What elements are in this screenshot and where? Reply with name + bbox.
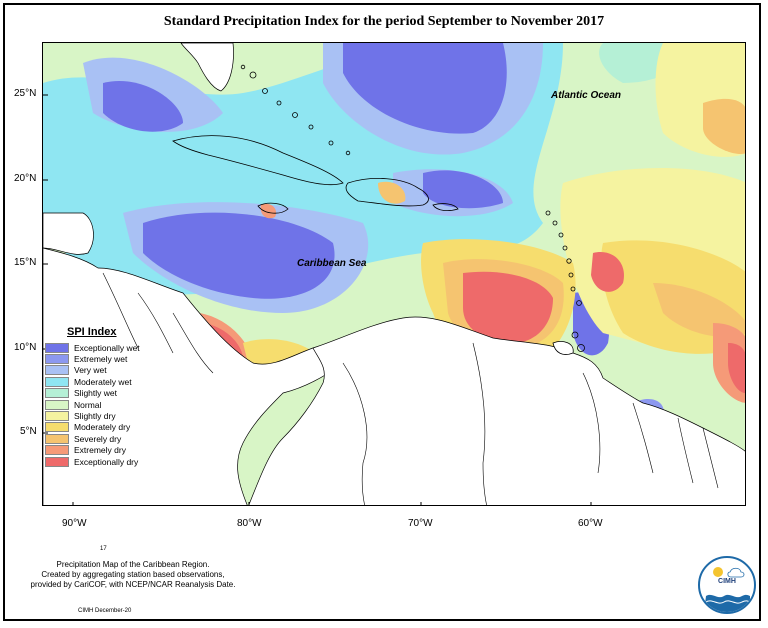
cimh-logo: CIMH [698, 556, 756, 614]
lon-tick-60: 60°W [578, 518, 603, 529]
south-america-landmass [248, 316, 745, 505]
legend-label: Slightly dry [74, 411, 116, 422]
legend-label: Extremely dry [74, 445, 126, 456]
severely-dry-zone-east [653, 283, 745, 337]
figure-number: 17 [100, 546, 107, 552]
lon-tick-70: 70°W [408, 518, 433, 529]
credit-text: CIMH December-20 [78, 608, 132, 614]
legend-item: Exceptionally dry [45, 456, 155, 467]
legend-swatch [45, 433, 69, 444]
legend-label: Very wet [74, 365, 107, 376]
lon-tick-80: 80°W [237, 518, 262, 529]
legend-label: Severely dry [74, 433, 122, 444]
legend-label: Slightly wet [74, 388, 117, 399]
atlantic-ocean-label: Atlantic Ocean [551, 90, 622, 101]
cimh-logo-graphic [704, 567, 751, 612]
lat-tick-20: 20°N [14, 173, 37, 184]
legend-item: Very wet [45, 365, 155, 376]
hispaniola-island [345, 178, 429, 207]
lat-tick-25: 25°N [14, 88, 37, 99]
jamaica-island [257, 202, 289, 214]
lat-tick-15: 15°N [14, 257, 37, 268]
cuba-island [172, 135, 344, 186]
legend-item: Moderately dry [45, 422, 155, 433]
legend-swatch [45, 445, 69, 456]
legend-label: Moderately dry [74, 422, 131, 433]
legend-item: Extremely wet [45, 353, 155, 365]
bahamas-islands [240, 64, 351, 156]
footnote-line-1: Precipitation Map of the Caribbean Regio… [56, 560, 210, 569]
legend-label: Extremely wet [74, 354, 128, 365]
exceptionally-wet-caribbean [143, 212, 335, 299]
yucatan-landmass [43, 212, 94, 255]
legend-swatch [45, 354, 69, 365]
florida-landmass [180, 43, 234, 92]
legend-item: Normal [45, 399, 155, 410]
legend-swatch [45, 365, 69, 376]
legend-swatch [45, 422, 69, 433]
legend-label: Exceptionally wet [74, 342, 140, 353]
severely-dry-zone-north-east [703, 98, 745, 154]
legend-title: SPI Index [67, 326, 117, 338]
spi-map-canvas [43, 43, 745, 505]
exceptionally-wet-bahamas [343, 43, 507, 134]
legend-item: Severely dry [45, 433, 155, 444]
severely-dry-zone-jamaica [260, 203, 277, 219]
spi-legend: SPI Index Exceptionally wet Extremely wet… [45, 326, 155, 467]
lat-tick-5: 5°N [20, 426, 37, 437]
lon-tick-marks [72, 502, 592, 505]
exceptionally-wet-gulf [103, 81, 183, 132]
cimh-logo-text: CIMH [718, 578, 736, 585]
footnote-line-2: Created by aggregating station based obs… [41, 570, 225, 579]
legend-swatch [45, 342, 69, 353]
legend-label: Exceptionally dry [74, 456, 139, 467]
legend-item: Moderately wet [45, 376, 155, 387]
slightly-wet-zone-hispaniola [378, 181, 406, 204]
caribbean-sea-label: Caribbean Sea [297, 258, 367, 269]
lon-tick-90: 90°W [62, 518, 87, 529]
legend-label: Normal [74, 399, 102, 410]
puerto-rico-island [432, 203, 459, 212]
footnote-line-3: provided by CariCOF, with NCEP/NCAR Rean… [30, 580, 236, 589]
legend-item: Exceptionally wet [45, 342, 155, 353]
legend-swatch [45, 388, 69, 399]
country-borders [102, 272, 719, 505]
spi-map: Atlantic Ocean Caribbean Sea [42, 42, 746, 506]
legend-items: Exceptionally wet Extremely wet Very wet Mo… [45, 342, 155, 467]
map-title: Standard Precipitation Index for the per… [163, 14, 605, 29]
legend-swatch [45, 376, 69, 387]
map-footnote: Precipitation Map of the Caribbean Regio… [18, 560, 248, 590]
legend-swatch [45, 399, 69, 410]
lat-tick-marks [43, 94, 48, 434]
legend-swatch [45, 456, 69, 467]
legend-swatch [45, 411, 69, 422]
trinidad-island [552, 341, 574, 355]
legend-label: Moderately wet [74, 376, 132, 387]
legend-item: Slightly dry [45, 410, 155, 422]
exceptionally-dry-zone-far-east [728, 343, 745, 393]
lesser-antilles-islands [545, 210, 585, 352]
lat-tick-10: 10°N [14, 342, 37, 353]
legend-item: Extremely dry [45, 445, 155, 456]
exceptionally-dry-zone-lesser-antilles [591, 252, 624, 292]
exceptionally-wet-puerto-rico [423, 170, 503, 209]
exceptionally-dry-zone-venezuela [463, 271, 553, 343]
legend-item: Slightly wet [45, 388, 155, 399]
